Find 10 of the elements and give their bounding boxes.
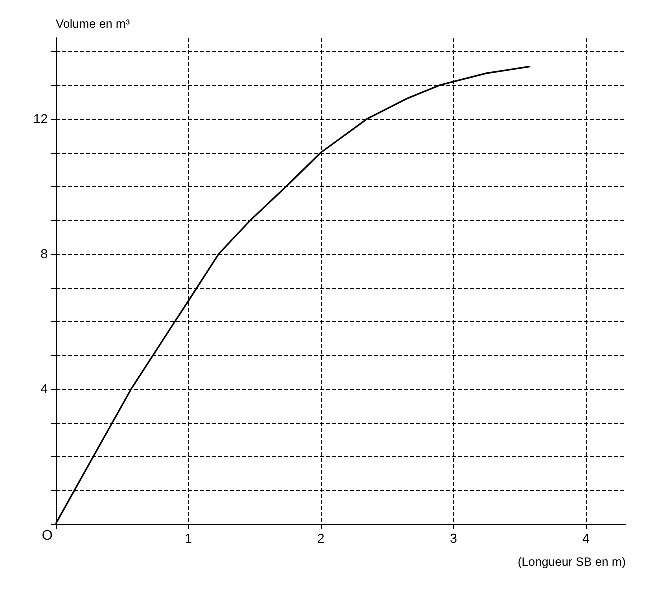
y-tick-label: 12	[34, 112, 48, 126]
text: O	[42, 527, 53, 543]
x-tick-label: 1	[184, 531, 192, 546]
x-tick-label: 4	[582, 531, 590, 546]
x-tick-label: 2	[318, 531, 325, 546]
y-tick-label: 8	[40, 246, 48, 262]
y-tick-label: 4	[40, 382, 48, 396]
y-axis-title: Volume en m³	[56, 17, 130, 31]
x-axis-title: (Longueur SB en m)	[518, 555, 626, 569]
x-tick-label: 3	[450, 531, 458, 546]
